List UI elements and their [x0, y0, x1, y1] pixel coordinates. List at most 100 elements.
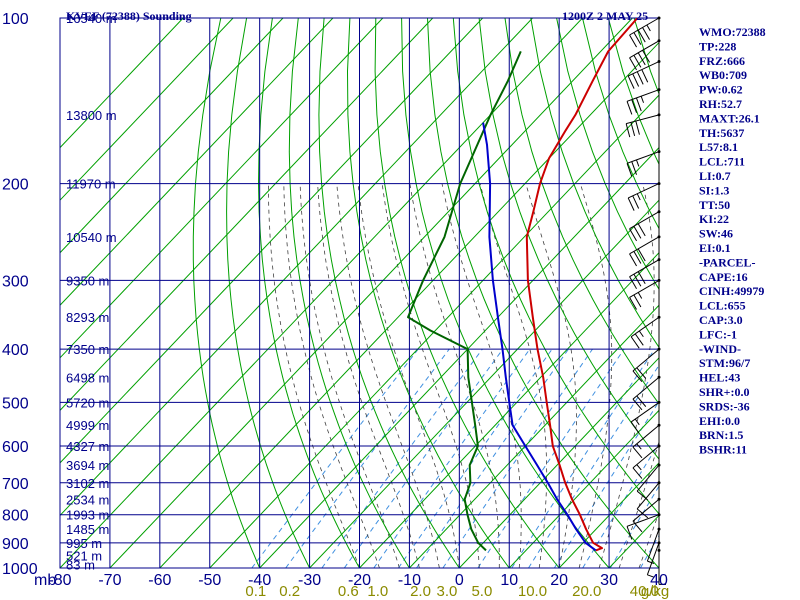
height-label: 11970 m	[66, 177, 116, 192]
wind-barb-shaft	[629, 211, 660, 230]
wind-barb-shaft	[629, 236, 660, 255]
index-line: BSHR:11	[699, 443, 747, 457]
index-line: LFC:-1	[699, 327, 737, 341]
index-line: SI:1.3	[699, 183, 729, 197]
wind-barb-base	[657, 235, 661, 239]
wind-barb	[632, 444, 661, 479]
dry-adiabat	[346, 18, 510, 568]
isotherm	[60, 18, 334, 307]
wind-barb-feather	[635, 159, 640, 167]
wind-barb-feather	[632, 195, 640, 209]
pressure-label: 100	[2, 11, 29, 28]
temperature-tick-label: 20	[550, 572, 568, 589]
wind-barb-feather	[626, 526, 633, 540]
temperature-tick-label: -40	[248, 572, 271, 589]
wind-barb-feather	[632, 370, 643, 383]
index-panel: WMO:72388TP:228FRZ:666WB0:709PW:0.62RH:5…	[699, 25, 766, 457]
wind-barb	[629, 235, 661, 267]
wind-barb-shaft	[626, 89, 660, 102]
isotherm	[60, 18, 234, 201]
wind-barb-feather	[627, 75, 635, 89]
pressure-label: 400	[2, 342, 29, 359]
wind-barb-base	[657, 278, 661, 282]
wind-barb	[657, 548, 666, 585]
wind-barb-base	[657, 315, 661, 319]
height-label: 4999 m	[66, 418, 109, 433]
isotherm	[409, 304, 659, 568]
temperature-tick-label: -70	[98, 572, 121, 589]
wind-barb-shaft	[629, 17, 660, 36]
pressure-label: 500	[2, 395, 29, 412]
wind-barb-feather	[633, 273, 642, 287]
isotherm	[359, 252, 659, 568]
dry-adiabat	[288, 18, 410, 568]
sounding-profiles	[407, 18, 639, 552]
isotherm	[558, 462, 659, 568]
wind-barb-shaft	[632, 348, 660, 372]
mixing-ratio-label: 0.1	[245, 583, 266, 600]
height-label: 7350 m	[66, 342, 109, 357]
height-label: 3694 m	[66, 458, 109, 473]
mixing-ratio-unit: g/kg	[641, 583, 669, 600]
wind-barb	[632, 375, 661, 411]
height-label: 1485 m	[66, 522, 109, 537]
wind-barb	[632, 423, 661, 459]
wind-barb-feather	[637, 29, 646, 43]
wind-barb-feather	[629, 57, 637, 71]
height-label: 2534 m	[66, 492, 109, 507]
height-label: 1993 m	[66, 508, 109, 523]
index-line: SHR+:0.0	[699, 385, 750, 399]
isotherm	[309, 199, 659, 568]
index-line: TP:228	[699, 39, 736, 53]
background-lines	[60, 18, 800, 580]
temperature-tick-label: -10	[398, 572, 421, 589]
wind-barb-feather	[632, 446, 643, 459]
wind-barb	[630, 315, 661, 349]
height-label: 5720 m	[66, 395, 109, 410]
dry-adiabat	[556, 18, 659, 291]
wind-barb-feather	[636, 71, 644, 85]
isotherm	[60, 18, 583, 568]
pressure-label: 600	[2, 439, 29, 456]
wind-barb-base	[657, 481, 661, 485]
isotherm	[60, 18, 384, 359]
mixing-ratio-label: 1.0	[367, 583, 388, 600]
wind-barb-feather	[635, 97, 642, 112]
wind-barb-feather	[629, 34, 637, 48]
temperature-tick-label: -60	[148, 572, 171, 589]
index-line: CAP:3.0	[699, 313, 743, 327]
wind-barb-shaft	[629, 40, 660, 59]
wind-barb	[646, 527, 661, 564]
index-line: TT:50	[699, 198, 730, 212]
wind-barb-feather	[632, 467, 643, 479]
wind-barb-shaft	[626, 114, 660, 125]
wind-barb-shaft	[632, 498, 660, 522]
wind-barb-feather	[636, 443, 642, 450]
mixing-ratio-line	[251, 348, 419, 568]
height-label: 4327 m	[66, 439, 109, 454]
index-line: BRN:1.5	[699, 428, 743, 442]
index-line: EI:0.1	[699, 241, 731, 255]
index-line: EHI:0.0	[699, 414, 740, 428]
dry-adiabat	[763, 18, 800, 580]
wind-barb	[630, 400, 661, 434]
height-label: 8293 m	[66, 310, 109, 325]
index-line: PW:0.62	[699, 83, 743, 97]
index-line: RH:52.7	[699, 97, 742, 111]
wind-barb-feather	[627, 197, 635, 211]
wind-barb-feather	[637, 52, 646, 66]
wind-barb-feather	[640, 96, 645, 103]
wind-barb-feather	[629, 253, 637, 267]
dry-adiabat	[738, 18, 800, 580]
index-line: STM:96/7	[699, 356, 750, 370]
mixing-ratio-line	[442, 348, 593, 568]
wind-barb-shaft	[636, 464, 660, 492]
wind-barb-shaft	[630, 402, 660, 423]
wind-barb	[629, 39, 661, 71]
isotherm	[159, 41, 659, 568]
dry-adiabat	[789, 18, 800, 580]
wind-barb-base	[657, 39, 661, 43]
wind-barb-shaft	[626, 151, 660, 164]
